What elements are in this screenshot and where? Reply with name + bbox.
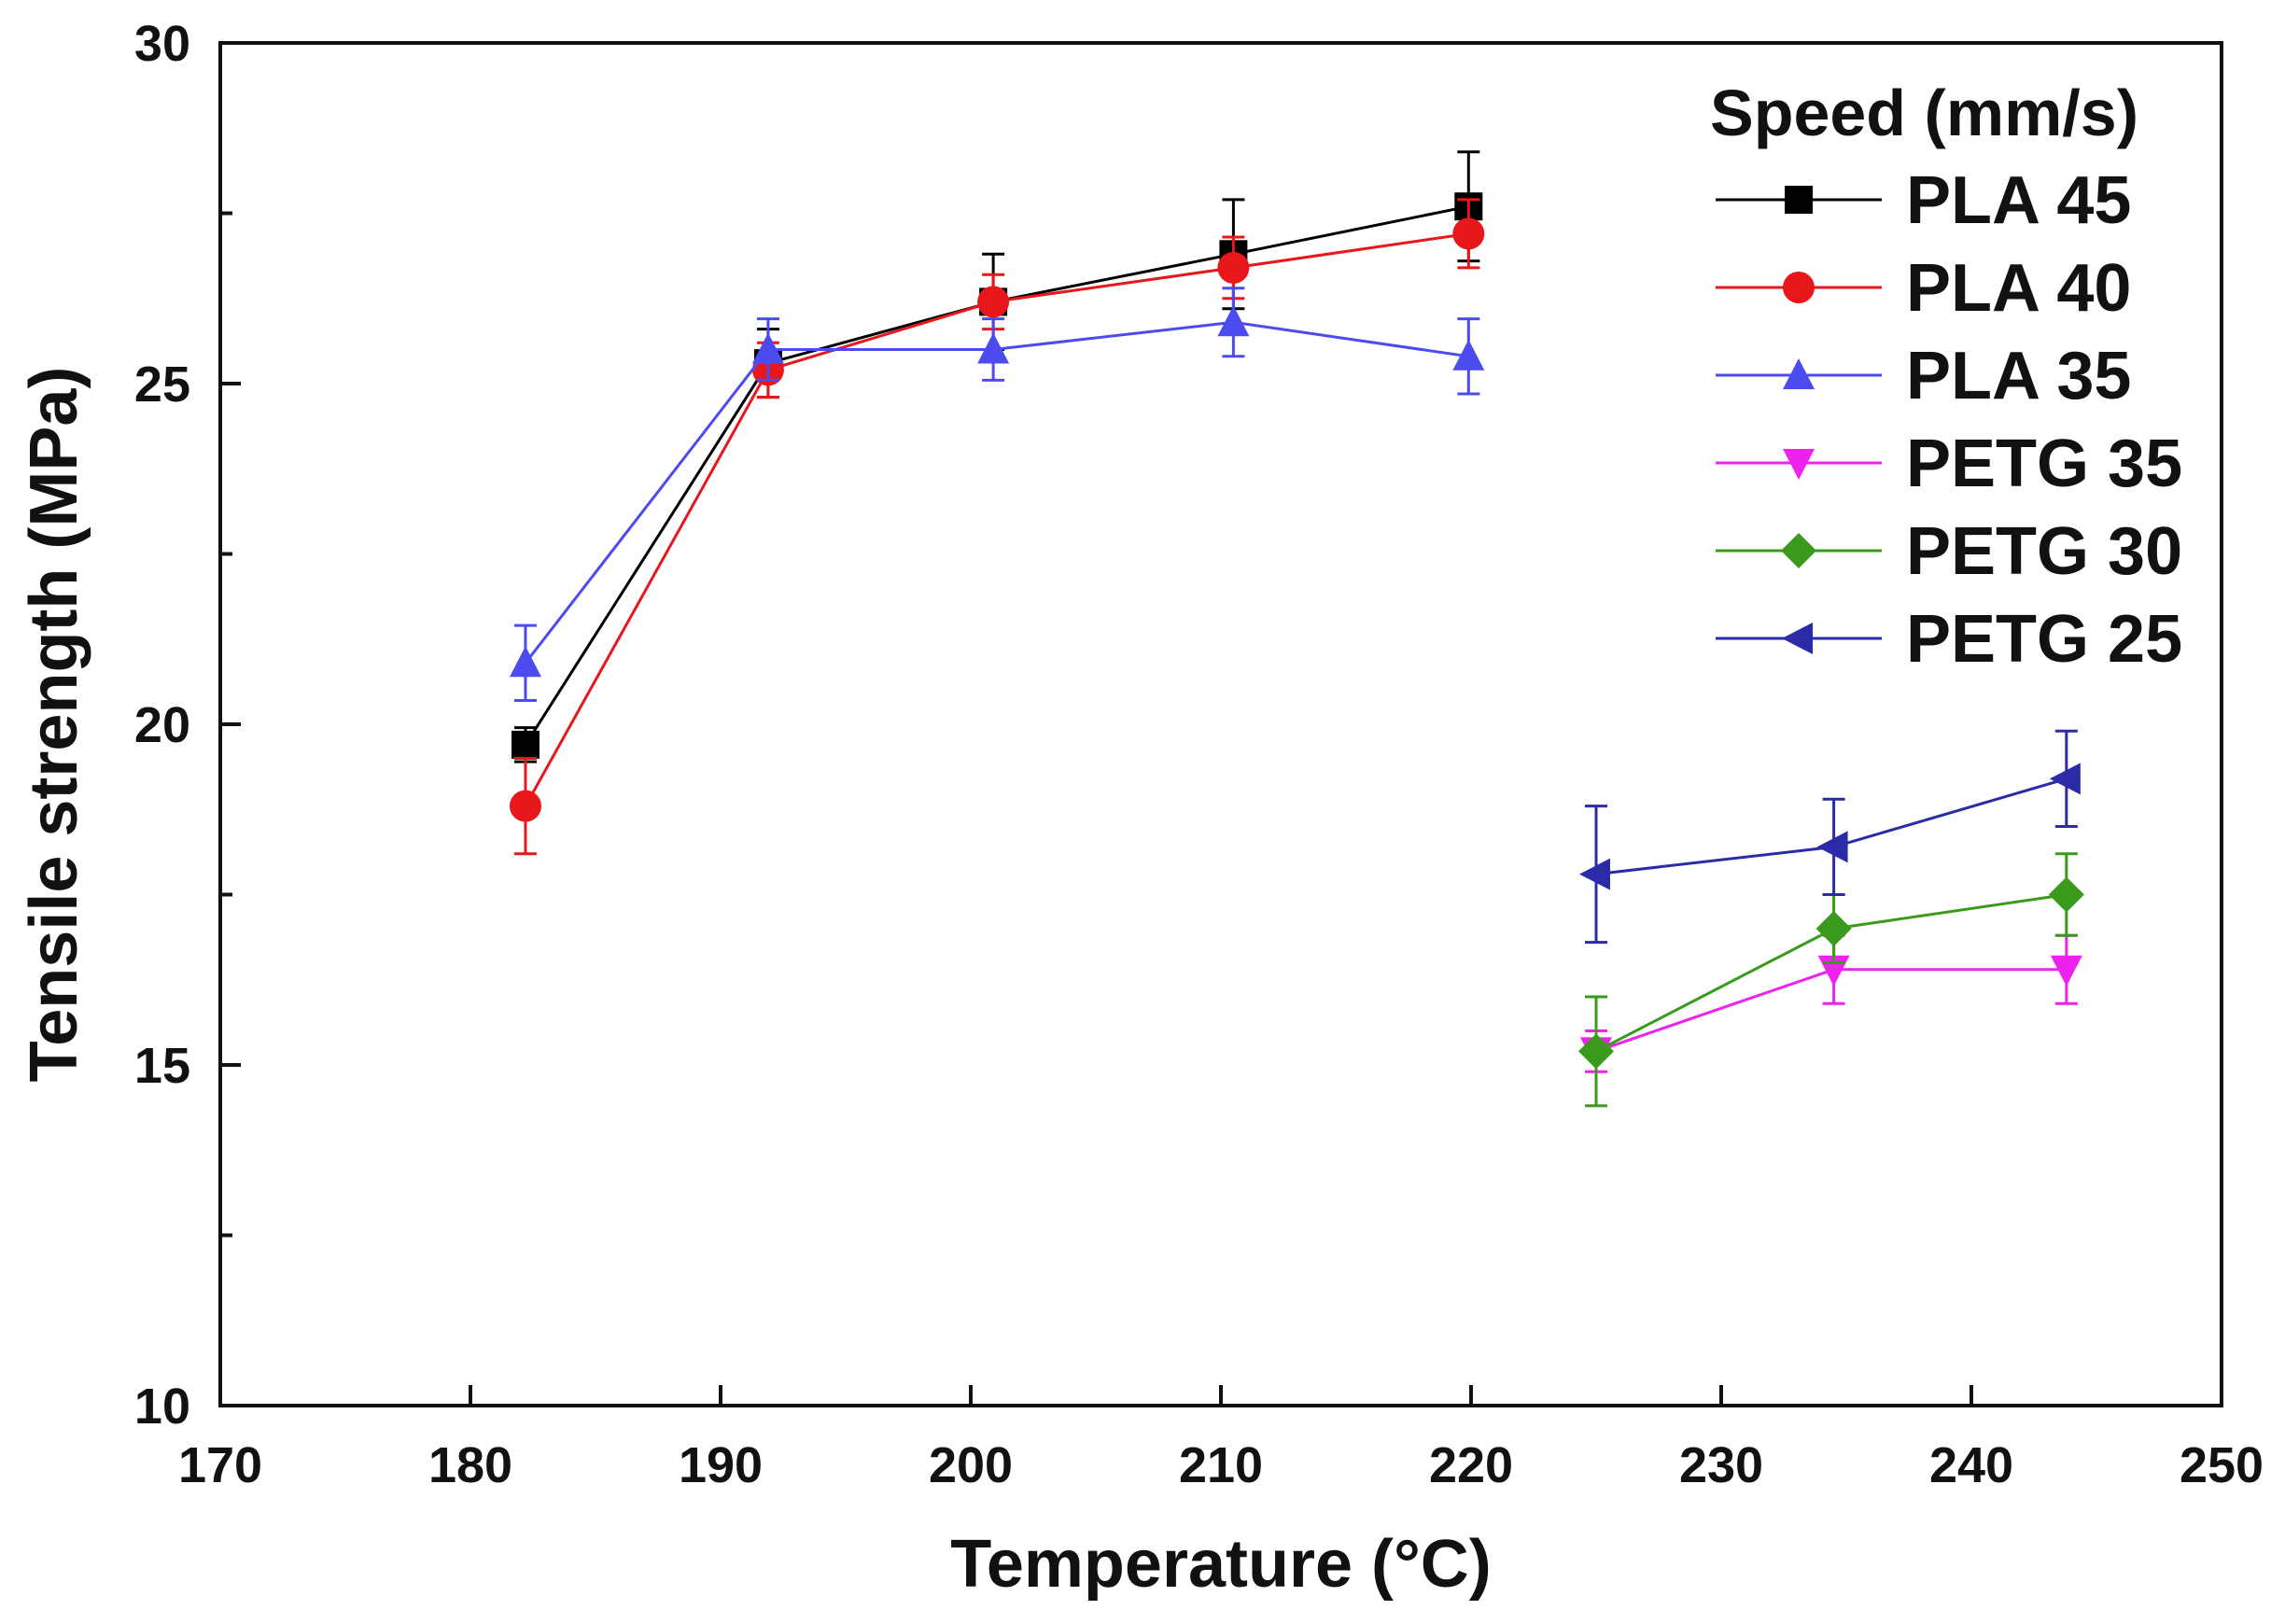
data-point <box>511 730 540 759</box>
x-axis-title: Temperature (°C) <box>950 1527 1492 1602</box>
data-point <box>1452 217 1485 250</box>
data-point <box>1578 1033 1614 1070</box>
x-tick-label: 180 <box>428 1437 512 1493</box>
y-tick-label: 20 <box>134 697 190 753</box>
x-tick-label: 210 <box>1179 1437 1263 1493</box>
data-point <box>751 332 784 364</box>
data-point <box>1579 858 1610 890</box>
legend-label: PETG 30 <box>1906 514 2182 589</box>
legend-item: PETG 30 <box>1716 514 2182 589</box>
data-point <box>1217 251 1250 284</box>
data-point <box>509 646 541 678</box>
legend-title: Speed (mm/s) <box>1710 77 2138 149</box>
legend-label: PETG 35 <box>1906 427 2182 501</box>
legend-marker <box>1785 186 1813 214</box>
data-point <box>509 790 541 822</box>
data-point <box>1816 831 1848 863</box>
legend-label: PLA 40 <box>1906 251 2131 326</box>
x-tick-label: 250 <box>2180 1437 2264 1493</box>
legend-marker <box>1782 623 1813 654</box>
x-tick-label: 230 <box>1679 1437 1763 1493</box>
data-point <box>1452 339 1485 371</box>
legend: Speed (mm/s) PLA 45 PLA 40 PLA 35 PETG 35 PE… <box>1710 77 2182 677</box>
legend-marker <box>1783 272 1815 303</box>
data-point <box>2048 876 2084 913</box>
data-point <box>1815 911 1852 946</box>
data-point <box>1217 305 1250 337</box>
series-petg-30 <box>1578 852 2084 1108</box>
legend-item: PETG 35 <box>1716 427 2182 501</box>
x-tick-label: 170 <box>178 1437 262 1493</box>
data-point <box>977 332 1010 364</box>
x-tick-label: 240 <box>1929 1437 2013 1493</box>
legend-item: PLA 40 <box>1716 251 2131 326</box>
legend-label: PETG 25 <box>1906 602 2182 677</box>
legend-marker <box>1783 358 1815 389</box>
data-point <box>977 286 1010 318</box>
legend-item: PETG 25 <box>1716 602 2182 677</box>
y-tick-label: 10 <box>134 1379 190 1435</box>
data-point <box>2049 763 2081 795</box>
y-tick-label: 15 <box>134 1038 190 1094</box>
y-tick-label: 30 <box>134 16 190 72</box>
legend-item: PLA 35 <box>1716 339 2131 413</box>
x-tick-label: 190 <box>679 1437 763 1493</box>
series-petg-25 <box>1579 729 2081 945</box>
legend-label: PLA 35 <box>1906 339 2131 413</box>
x-tick-label: 220 <box>1429 1437 1513 1493</box>
y-axis-title: Tensile strength (MPa) <box>17 367 91 1083</box>
legend-item: PLA 45 <box>1716 163 2131 238</box>
data-point <box>2050 955 2082 987</box>
x-tick-label: 200 <box>929 1437 1013 1493</box>
axes: 170 180 190 200 210 220 230 240 250 10 15 20 25 30 <box>134 16 2264 1493</box>
series-pla-35 <box>509 287 1485 702</box>
legend-label: PLA 45 <box>1906 163 2131 238</box>
series-group <box>509 150 2084 1108</box>
legend-marker <box>1781 533 1816 568</box>
legend-marker <box>1783 449 1815 480</box>
y-tick-label: 25 <box>134 357 190 413</box>
